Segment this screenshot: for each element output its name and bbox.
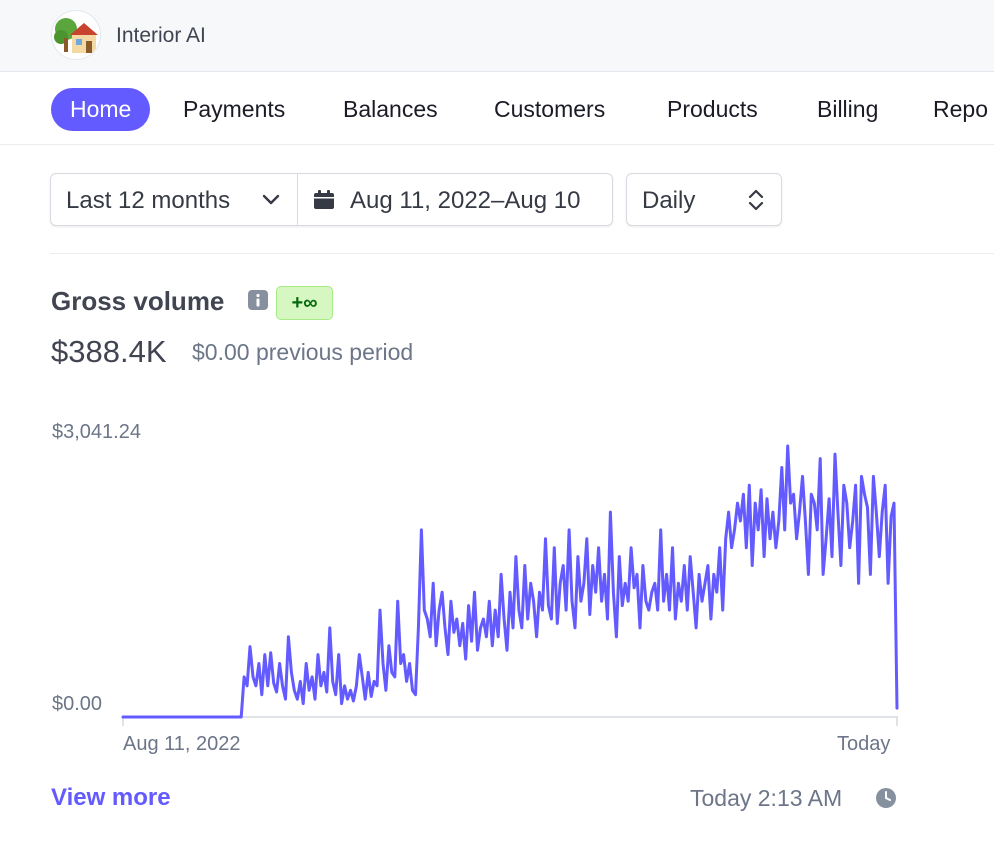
y-axis-max-label: $3,041.24 xyxy=(52,421,141,443)
range-preset-label: Last 12 months xyxy=(66,187,231,214)
date-range-control: Last 12 months Aug 11, 2022–Aug 10 xyxy=(50,173,613,226)
last-updated-text: Today 2:13 AM xyxy=(690,785,843,811)
x-axis-end-label: Today xyxy=(837,733,891,755)
interval-select[interactable]: Daily xyxy=(626,173,782,226)
calendar-icon xyxy=(314,190,334,209)
top-bar: Interior AI xyxy=(0,0,994,72)
tab-customers[interactable]: Customers xyxy=(494,96,606,122)
chevron-up-down-icon xyxy=(748,189,764,211)
change-badge: +∞ xyxy=(276,286,333,320)
main-nav: Home Payments Balances Customers Product… xyxy=(0,73,994,145)
tab-balances[interactable]: Balances xyxy=(343,96,438,122)
tab-billing[interactable]: Billing xyxy=(817,96,879,122)
chevron-down-icon xyxy=(262,194,280,205)
tab-home[interactable]: Home xyxy=(51,88,151,131)
account-name[interactable]: Interior AI xyxy=(116,24,206,47)
metric-title: Gross volume xyxy=(51,286,225,316)
metric-value: $388.4K xyxy=(51,334,167,369)
date-range-picker[interactable]: Aug 11, 2022–Aug 10 xyxy=(298,174,612,225)
clock-icon xyxy=(876,788,896,808)
control-divider xyxy=(297,174,298,225)
previous-period-value: $0.00 previous period xyxy=(192,339,414,365)
y-axis-min-label: $0.00 xyxy=(52,693,103,715)
range-preset-select[interactable]: Last 12 months xyxy=(51,174,297,225)
section-divider xyxy=(50,253,994,254)
view-more-link[interactable]: View more xyxy=(51,784,171,811)
tab-reports[interactable]: Repo xyxy=(933,96,988,122)
gross-volume-line xyxy=(121,444,899,719)
account-logo[interactable] xyxy=(51,10,101,60)
info-icon[interactable] xyxy=(248,290,268,310)
tab-products[interactable]: Products xyxy=(667,96,758,122)
interval-label: Daily xyxy=(642,187,696,214)
date-range-label: Aug 11, 2022–Aug 10 xyxy=(350,187,581,214)
house-with-garden-icon xyxy=(54,18,98,53)
x-axis-start-label: Aug 11, 2022 xyxy=(123,733,241,755)
tab-payments[interactable]: Payments xyxy=(183,96,286,122)
